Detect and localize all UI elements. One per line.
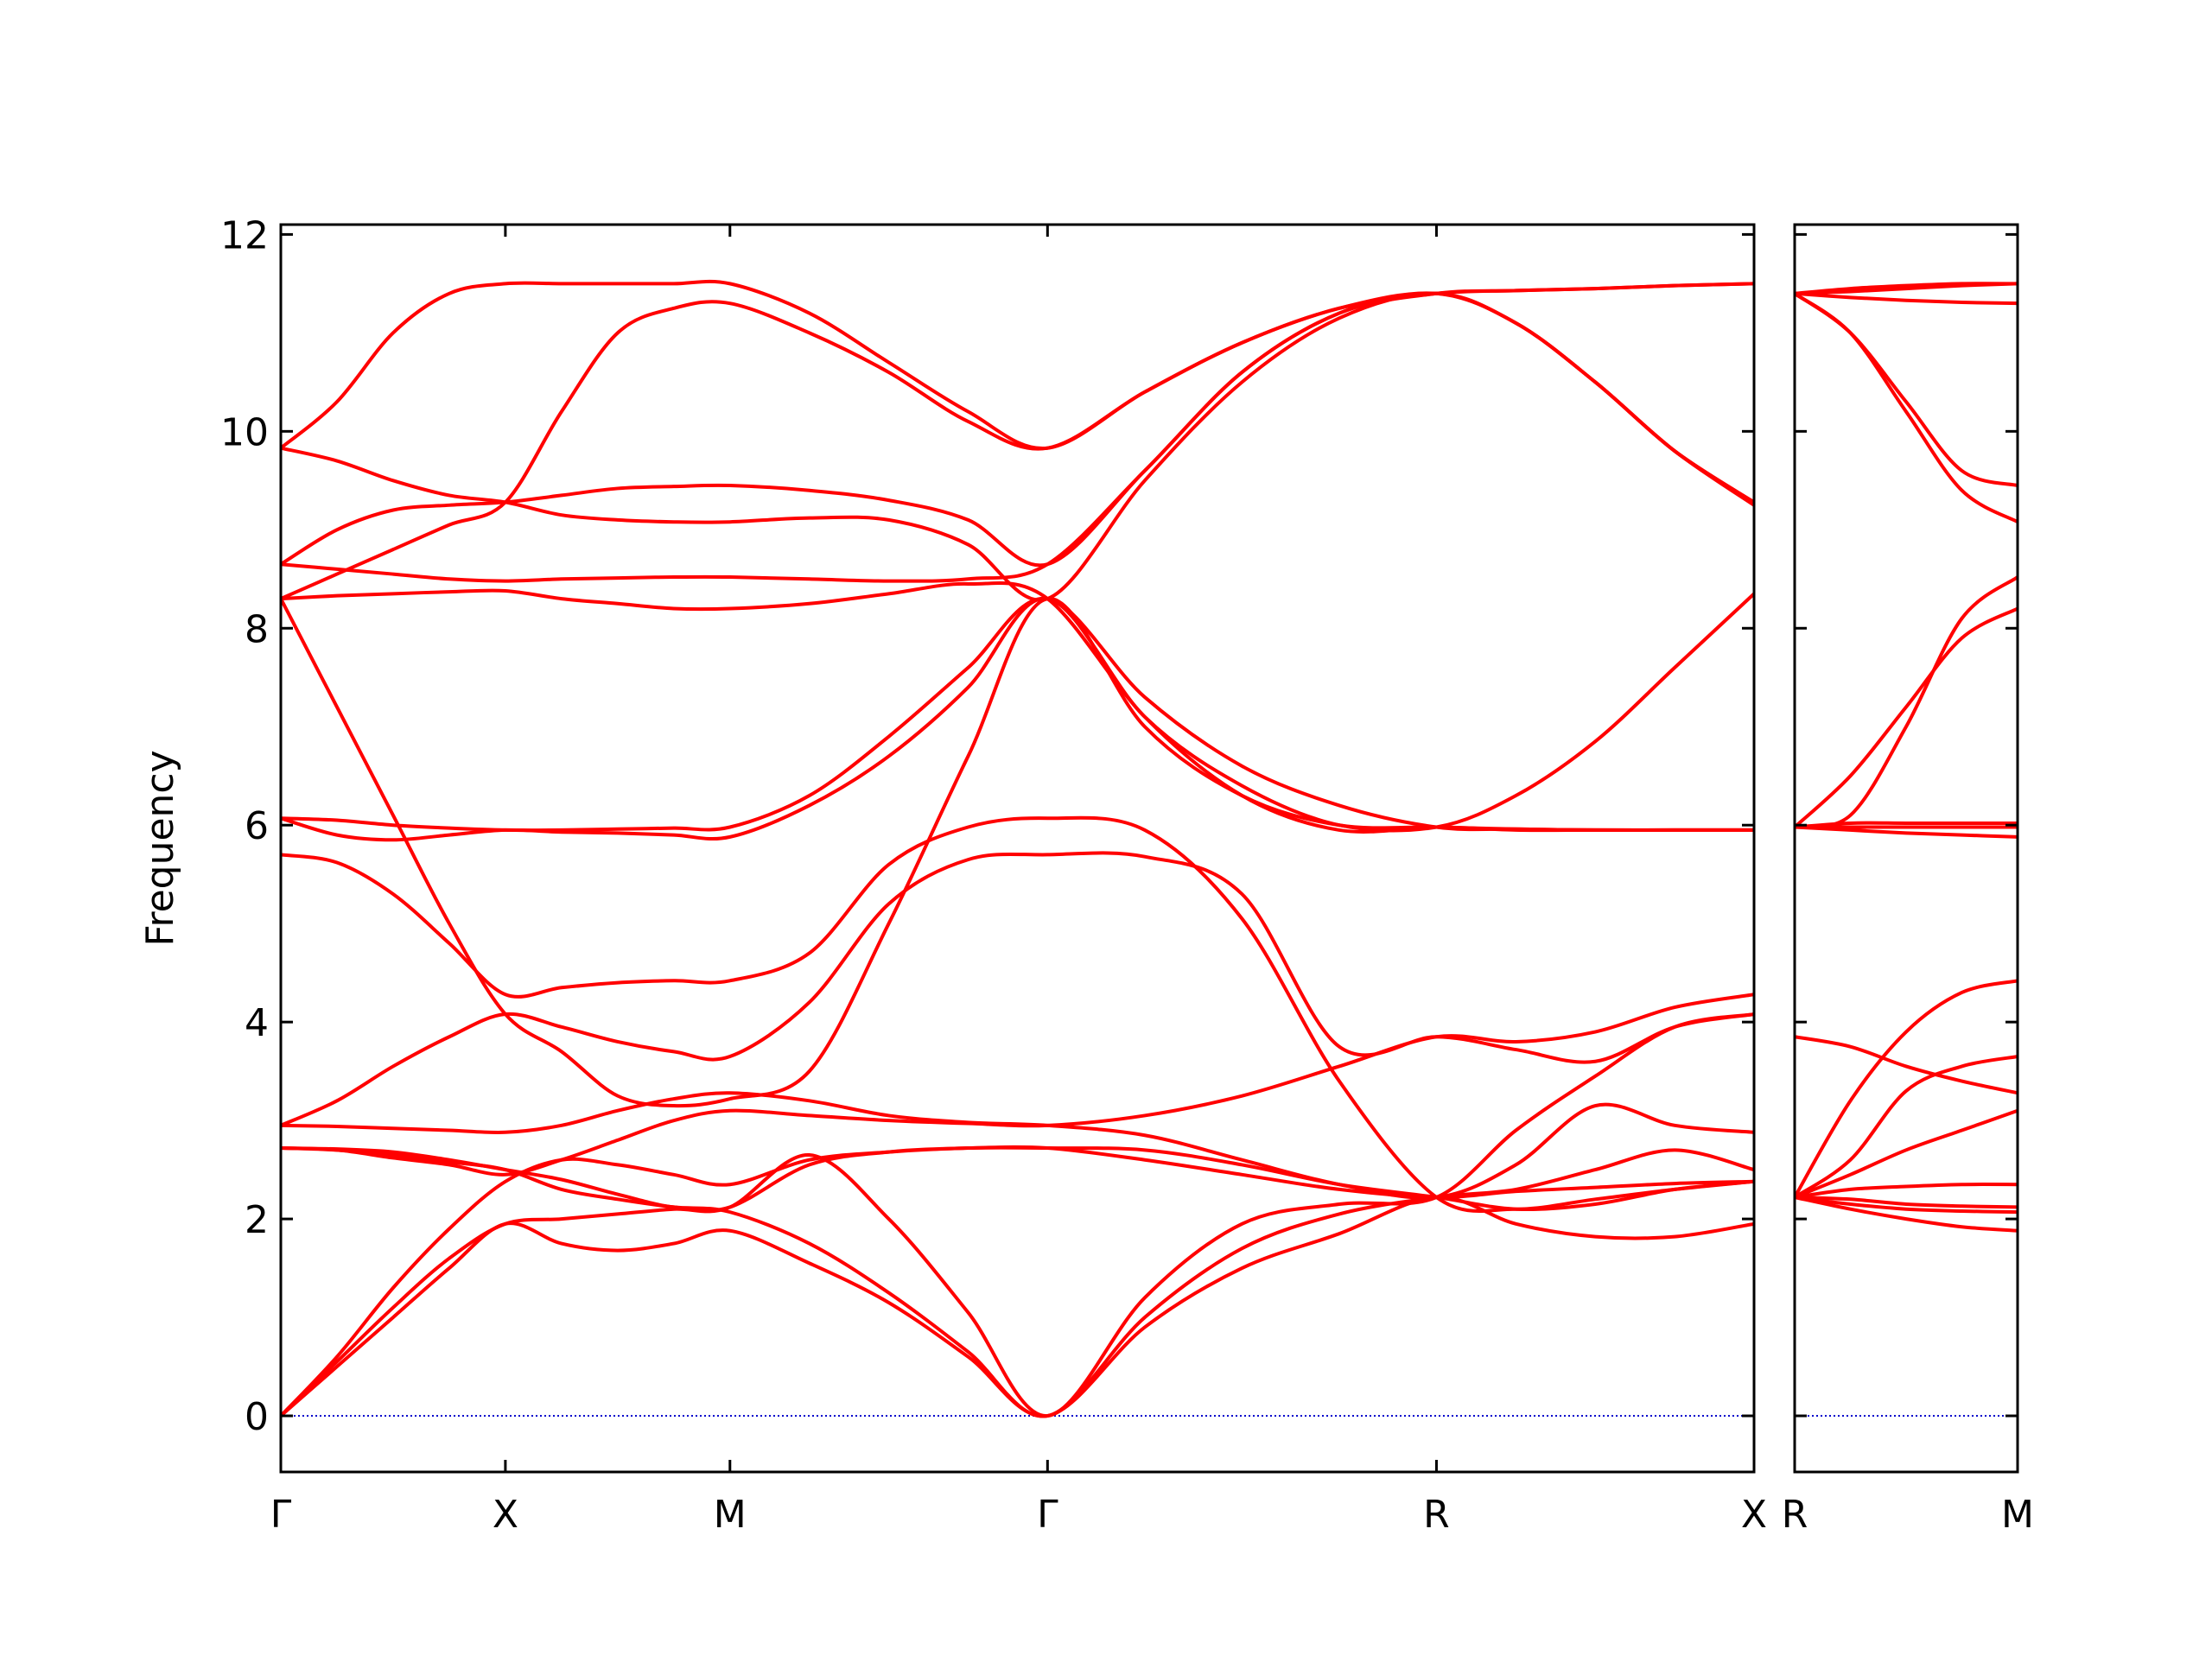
band-line [1795,606,2018,829]
plot-area [281,279,1754,1418]
band-line [1795,1183,2018,1200]
axes-frame [1793,223,2019,1474]
plot-area [1795,282,2018,1418]
band-line [1795,1055,2018,1200]
band-line [1795,1196,2018,1233]
y-tick-label: 12 [220,213,269,257]
x-tick-label: X [1741,1493,1767,1537]
band-line [1795,1196,2018,1209]
x-tick-label: R [1423,1493,1450,1537]
y-axis-label: Frequency [138,750,182,946]
y-tick-label: 0 [245,1395,269,1439]
band-line [1795,1108,2018,1200]
x-tick-label: Γ [270,1493,292,1537]
band-line [1795,575,2018,829]
y-tick-label: 10 [220,410,269,454]
x-tick-label: R [1782,1493,1808,1537]
band-line [1795,825,2018,839]
x-tick-label: M [714,1493,747,1537]
x-tick-label: Γ [1037,1493,1058,1537]
band-line [1795,282,2018,295]
band-line [281,993,1754,1177]
y-tick-label: 8 [245,607,269,651]
band-line [281,1012,1754,1418]
x-tick-label: X [493,1493,518,1537]
band-line [1795,291,2018,488]
band-line [281,815,1754,1213]
band-line [281,291,1754,602]
band-line [1795,291,2018,306]
band-line [281,581,1754,834]
band-line [281,851,1754,1127]
band-line [281,1091,1754,1200]
band-line [281,279,1754,450]
y-tick-label: 2 [245,1198,269,1242]
band-line [1795,1196,2018,1215]
band-line [1795,1035,2018,1095]
band-line [281,592,1754,842]
band-line [281,1145,1754,1213]
y-tick-label: 4 [245,1001,269,1045]
x-tick-label: M [2001,1493,2034,1537]
band-line [1795,979,2018,1200]
axes-frame [279,223,1756,1474]
y-tick-label: 6 [245,804,269,848]
